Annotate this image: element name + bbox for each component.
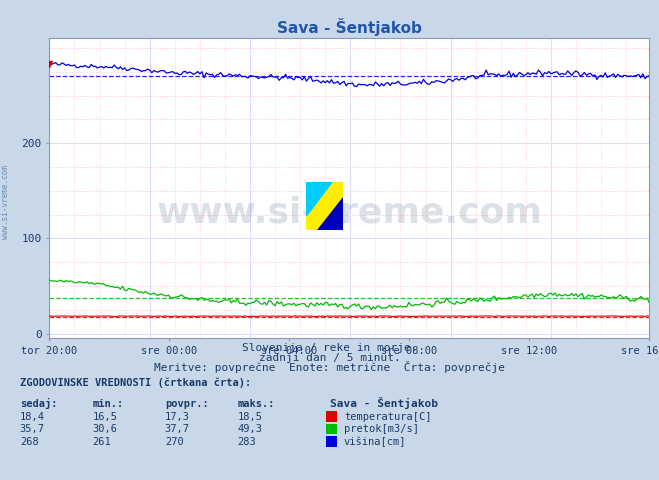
Text: min.:: min.:: [92, 398, 123, 408]
Text: ZGODOVINSKE VREDNOSTI (črtkana črta):: ZGODOVINSKE VREDNOSTI (črtkana črta):: [20, 378, 251, 388]
Text: temperatura[C]: temperatura[C]: [344, 412, 432, 422]
Text: 17,3: 17,3: [165, 412, 190, 422]
Text: 30,6: 30,6: [92, 424, 117, 434]
Text: 16,5: 16,5: [92, 412, 117, 422]
Text: Meritve: povprečne  Enote: metrične  Črta: povprečje: Meritve: povprečne Enote: metrične Črta:…: [154, 360, 505, 372]
Text: sedaj:: sedaj:: [20, 397, 57, 408]
Text: 261: 261: [92, 437, 111, 447]
Text: 35,7: 35,7: [20, 424, 45, 434]
Text: 283: 283: [237, 437, 256, 447]
Text: 268: 268: [20, 437, 38, 447]
Text: www.si-vreme.com: www.si-vreme.com: [156, 195, 542, 229]
Text: pretok[m3/s]: pretok[m3/s]: [344, 424, 419, 434]
Text: Sava - Šentjakob: Sava - Šentjakob: [330, 396, 438, 408]
Title: Sava - Šentjakob: Sava - Šentjakob: [277, 18, 422, 36]
Text: Slovenija / reke in morje.: Slovenija / reke in morje.: [242, 343, 417, 353]
Polygon shape: [318, 197, 343, 230]
Text: www.si-vreme.com: www.si-vreme.com: [1, 165, 10, 239]
Text: 270: 270: [165, 437, 183, 447]
Text: 18,5: 18,5: [237, 412, 262, 422]
Text: 49,3: 49,3: [237, 424, 262, 434]
Text: 18,4: 18,4: [20, 412, 45, 422]
Text: 37,7: 37,7: [165, 424, 190, 434]
Polygon shape: [306, 182, 332, 216]
Text: povpr.:: povpr.:: [165, 398, 208, 408]
Text: maks.:: maks.:: [237, 398, 275, 408]
Text: zadnji dan / 5 minut.: zadnji dan / 5 minut.: [258, 353, 401, 363]
Text: višina[cm]: višina[cm]: [344, 436, 407, 447]
